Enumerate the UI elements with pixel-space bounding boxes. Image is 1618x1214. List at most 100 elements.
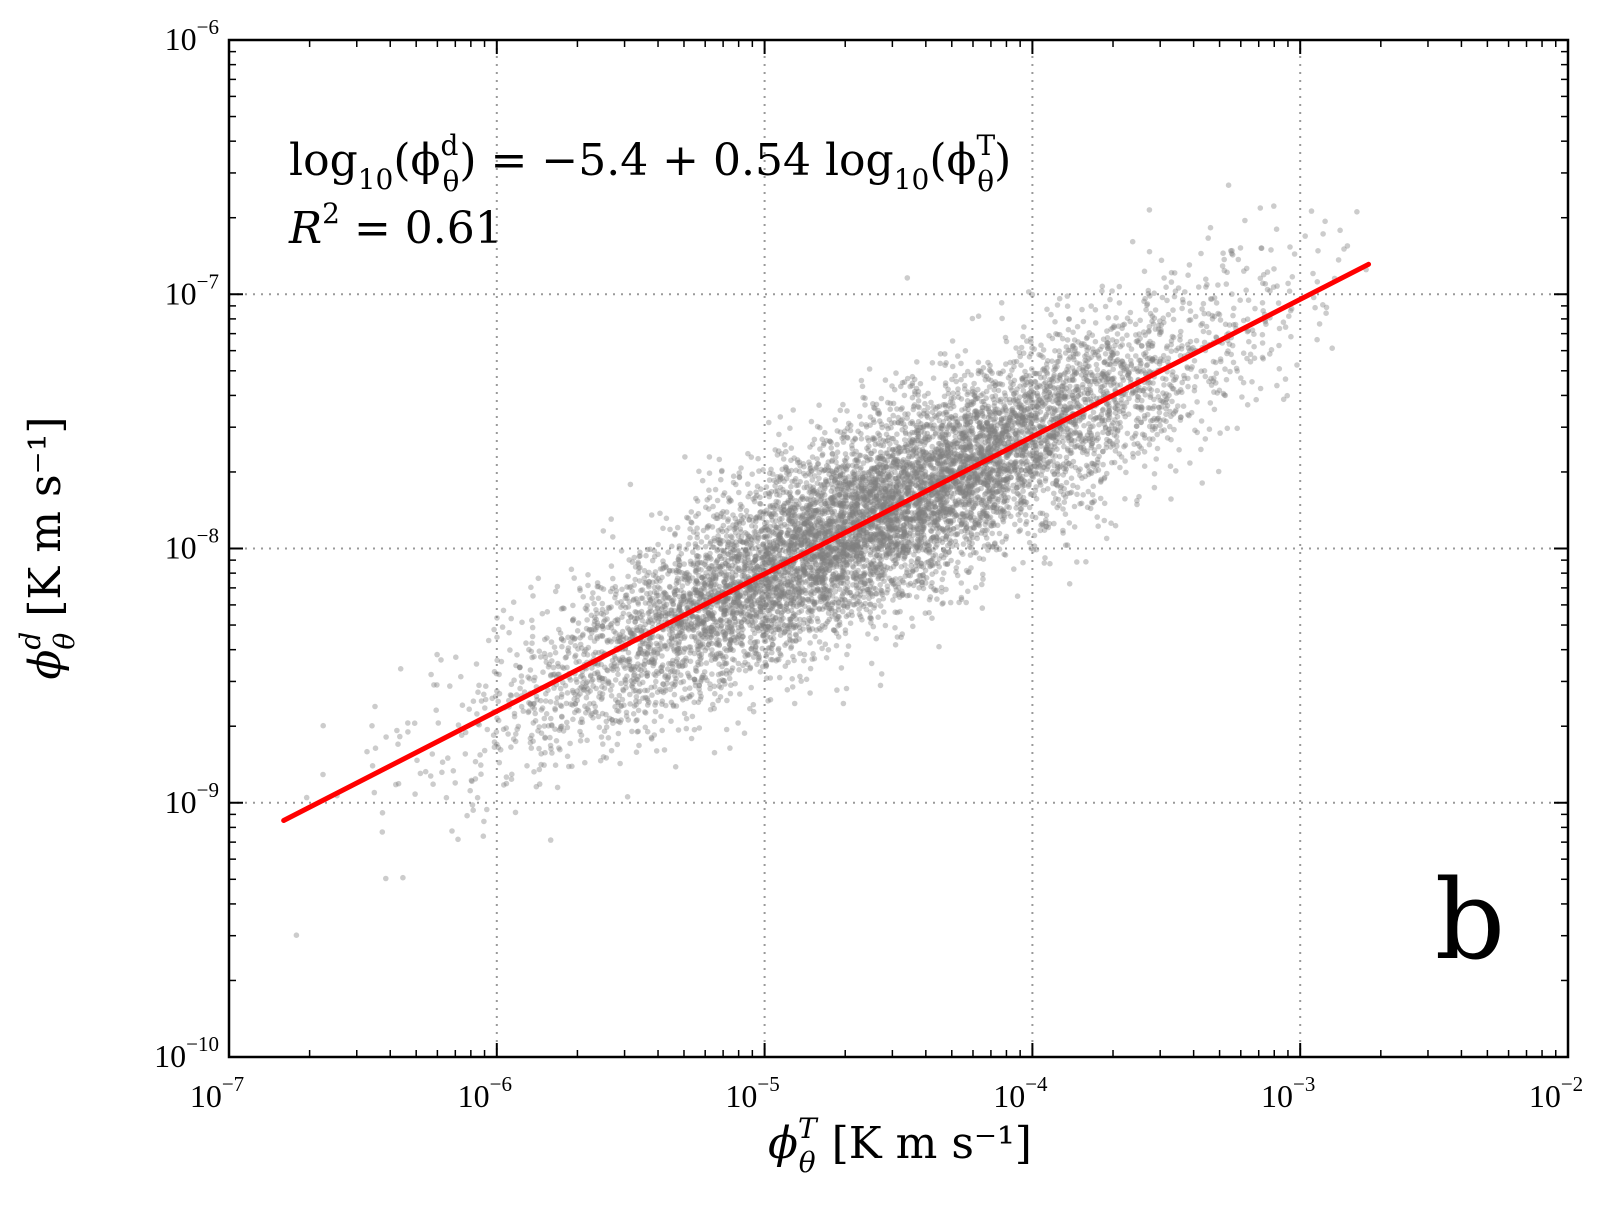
scatter-point <box>755 455 761 462</box>
scatter-point <box>861 594 867 600</box>
scatter-point <box>858 550 865 557</box>
scatter-point <box>927 557 934 564</box>
scatter-point <box>974 437 980 443</box>
scatter-point <box>829 509 835 515</box>
scatter-point <box>818 565 825 572</box>
scatter-point <box>801 533 808 540</box>
scatter-point <box>949 457 955 463</box>
scatter-point <box>1033 546 1040 553</box>
scatter-point <box>1044 358 1051 364</box>
scatter-point <box>1056 295 1063 302</box>
scatter-point <box>1041 464 1048 470</box>
scatter-point <box>744 565 751 572</box>
scatter-point <box>822 429 828 436</box>
scatter-point <box>853 575 860 581</box>
scatter-point <box>763 675 770 681</box>
scatter-point <box>867 521 874 528</box>
scatter-point <box>724 595 731 601</box>
scatter-point <box>1099 383 1105 390</box>
scatter-point <box>964 420 971 427</box>
scatter-point <box>1087 505 1094 512</box>
scatter-point <box>979 404 986 411</box>
scatter-point <box>971 481 977 487</box>
scatter-point <box>871 501 877 507</box>
scatter-point <box>730 609 736 615</box>
scatter-point <box>817 530 823 536</box>
scatter-point <box>1094 380 1100 387</box>
scatter-point <box>1221 256 1227 263</box>
scatter-point <box>958 480 965 487</box>
scatter-point <box>736 520 743 527</box>
scatter-point <box>949 376 955 383</box>
scatter-point <box>706 627 713 634</box>
scatter-point <box>784 601 790 607</box>
scatter-point <box>652 609 659 615</box>
scatter-point <box>899 458 905 465</box>
scatter-point <box>984 448 991 455</box>
scatter-point <box>899 631 905 637</box>
scatter-point <box>980 576 986 582</box>
scatter-point <box>1120 322 1126 328</box>
scatter-point <box>364 748 370 755</box>
scatter-point <box>1257 385 1264 392</box>
scatter-point <box>512 738 519 745</box>
scatter-point <box>1014 593 1021 599</box>
scatter-point <box>930 534 937 540</box>
scatter-point <box>892 475 899 482</box>
scatter-point <box>1021 421 1028 428</box>
scatter-point <box>1015 512 1021 518</box>
scatter-point <box>531 653 537 660</box>
scatter-point <box>786 538 793 545</box>
scatter-point <box>821 484 828 490</box>
scatter-point <box>715 586 722 593</box>
scatter-point <box>873 635 879 642</box>
scatter-point <box>494 688 500 694</box>
scatter-point <box>1150 321 1157 327</box>
scatter-point <box>1163 411 1169 418</box>
scatter-point <box>811 600 817 607</box>
scatter-point <box>999 539 1006 545</box>
scatter-point <box>1294 362 1300 368</box>
scatter-point <box>696 553 702 560</box>
scatter-point <box>910 462 916 469</box>
scatter-point <box>583 710 589 716</box>
scatter-point <box>920 585 927 592</box>
scatter-point <box>877 603 884 609</box>
scatter-point <box>778 536 784 542</box>
scatter-point <box>599 633 606 639</box>
scatter-point <box>1082 435 1089 442</box>
scatter-point <box>1224 425 1231 432</box>
scatter-point <box>750 517 756 524</box>
scatter-point <box>1145 380 1151 386</box>
scatter-point <box>851 508 857 515</box>
scatter-point <box>859 474 866 481</box>
scatter-point <box>455 836 461 843</box>
scatter-point <box>687 593 694 600</box>
scatter-point <box>1064 366 1070 373</box>
scatter-point <box>674 577 680 584</box>
scatter-point <box>789 684 796 690</box>
scatter-point <box>1154 445 1161 452</box>
scatter-point <box>802 537 808 544</box>
scatter-point <box>834 428 841 434</box>
scatter-point <box>943 534 950 540</box>
scatter-point <box>759 560 766 567</box>
scatter-point <box>797 463 803 469</box>
scatter-point <box>1022 467 1029 474</box>
scatter-point <box>636 689 642 695</box>
scatter-point <box>976 477 982 483</box>
scatter-point <box>863 454 870 461</box>
scatter-point <box>660 610 666 616</box>
scatter-point <box>782 464 789 470</box>
scatter-point <box>670 600 676 607</box>
scatter-point <box>923 450 930 457</box>
scatter-point <box>746 533 753 540</box>
scatter-point <box>858 553 864 559</box>
scatter-point <box>819 557 826 564</box>
scatter-point <box>1227 368 1233 375</box>
scatter-point <box>538 707 545 713</box>
scatter-point <box>1257 205 1264 211</box>
scatter-point <box>727 690 734 697</box>
scatter-point <box>762 527 769 534</box>
scatter-point <box>768 621 775 628</box>
